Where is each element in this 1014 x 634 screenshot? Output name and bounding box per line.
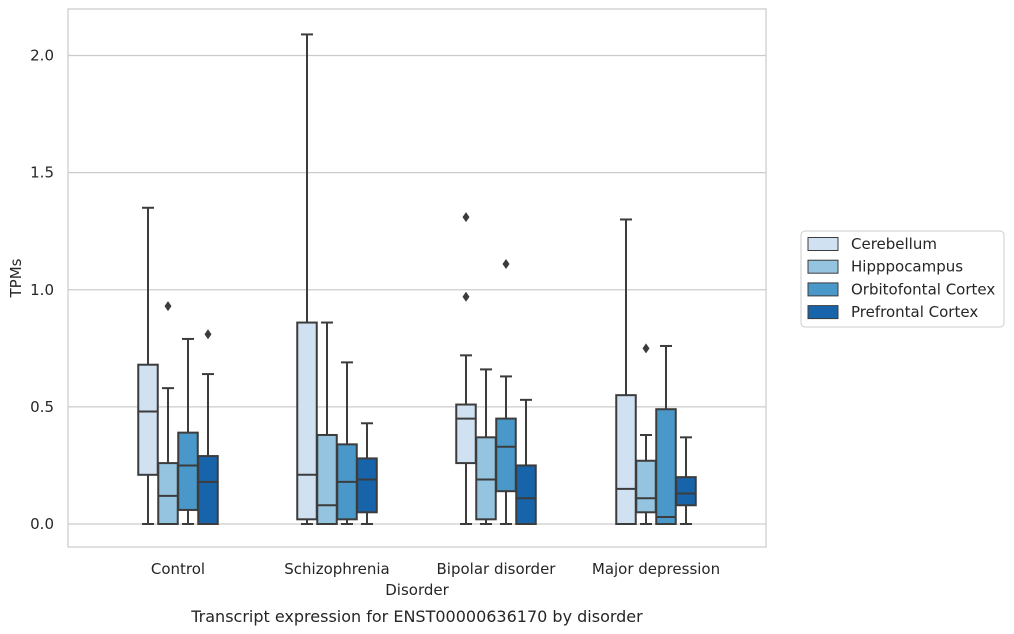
legend-label: Orbitofontal Cortex [851, 280, 995, 298]
series-cerebellum [137, 33, 637, 525]
box-control [137, 206, 159, 525]
box-major-depression [615, 218, 637, 525]
legend-label: Cerebellum [851, 235, 937, 253]
iqr-box [137, 363, 159, 476]
y-tick-label: 1.0 [30, 281, 54, 299]
y-tick-label: 2.0 [30, 47, 54, 65]
outlier-point [502, 258, 510, 269]
y-axis-label: TPMs [7, 258, 25, 298]
x-tick-label: Bipolar disorder [437, 560, 557, 578]
legend: Cerebellum Hipppocampus Orbitofontal Corte… [800, 230, 1005, 328]
iqr-box [635, 459, 657, 514]
iqr-box [615, 394, 637, 525]
legend-label: Prefrontal Cortex [851, 303, 978, 321]
outlier-point [164, 301, 172, 312]
series-orbitofontal-cortex [177, 258, 677, 525]
box-major-depression [655, 344, 677, 525]
iqr-box [655, 408, 677, 525]
outlier-point [462, 212, 470, 223]
legend-swatch [807, 259, 839, 274]
y-tick-label: 0.0 [30, 515, 54, 533]
box-series [137, 33, 697, 526]
outlier-point [462, 291, 470, 302]
x-tick-label: Control [151, 560, 205, 578]
box-bipolar-disorder [455, 212, 477, 525]
box-bipolar-disorder [515, 398, 537, 525]
iqr-box [455, 403, 477, 465]
outlier-point [204, 329, 212, 340]
y-tick-labels: 0.0 0.5 1.0 1.5 2.0 [30, 47, 54, 534]
chart-caption: Transcript expression for ENST0000063617… [190, 607, 643, 626]
iqr-box [296, 321, 318, 521]
legend-swatch [807, 282, 839, 297]
box-bipolar-disorder [495, 258, 517, 525]
legend-swatch [807, 237, 839, 251]
box-major-depression [635, 343, 657, 525]
iqr-box [157, 462, 179, 525]
iqr-box [495, 417, 517, 493]
x-axis-label: Disorder [385, 581, 449, 599]
iqr-box [197, 455, 219, 526]
outlier-point [642, 343, 650, 354]
y-tick-label: 1.5 [30, 164, 54, 182]
series-hipppocampus [157, 301, 657, 525]
box-control [177, 337, 199, 525]
box-schizophrenia [336, 361, 358, 525]
x-tick-label: Major depression [592, 560, 720, 578]
box-control [197, 329, 219, 526]
iqr-box [356, 457, 378, 514]
series-prefrontal-cortex [197, 329, 697, 526]
iqr-box [475, 436, 497, 521]
y-tick-label: 0.5 [30, 398, 54, 416]
box-control [157, 301, 179, 525]
box-schizophrenia [356, 422, 378, 525]
iqr-box [316, 433, 338, 525]
box-major-depression [675, 436, 697, 525]
legend-frame [800, 230, 1005, 328]
x-tick-label: Schizophrenia [284, 560, 389, 578]
legend-swatch [807, 305, 839, 320]
x-tick-labels: Control Schizophrenia Bipolar disorder Majo… [151, 560, 720, 578]
iqr-box [515, 464, 537, 525]
iqr-box [177, 431, 199, 511]
iqr-box [675, 476, 697, 507]
box-schizophrenia [296, 33, 318, 525]
legend-label: Hipppocampus [851, 258, 963, 276]
